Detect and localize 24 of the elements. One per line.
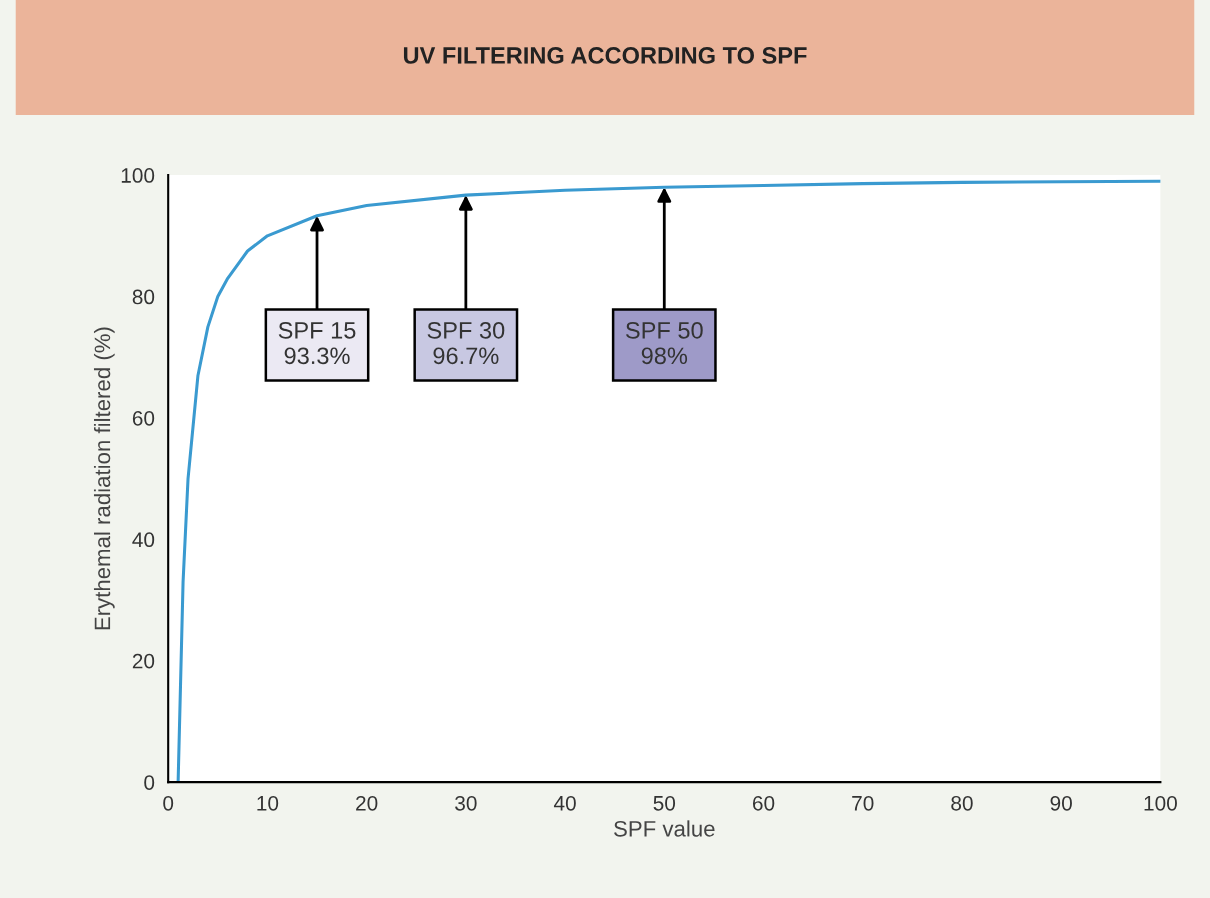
y-axis-title: Erythemal radiation filtered (%) xyxy=(93,327,115,630)
y-tick-label: 80 xyxy=(132,289,155,305)
chart-title: UV FILTERING ACCORDING TO SPF xyxy=(403,47,807,64)
x-tick-label: 50 xyxy=(653,795,676,811)
line-series xyxy=(176,179,1161,783)
y-tick-label: 60 xyxy=(132,410,155,426)
x-tick-label: 30 xyxy=(455,795,477,811)
x-axis-title: SPF value xyxy=(614,820,715,837)
y-tick-label: 0 xyxy=(144,775,155,790)
annotation: SPF 50 98% xyxy=(625,321,703,365)
x-tick-label: 20 xyxy=(356,795,378,811)
y-tick-label: 20 xyxy=(132,653,155,669)
x-tick-label: 100 xyxy=(1144,795,1177,811)
y-tick-label: 100 xyxy=(121,168,155,183)
annotation: SPF 30 96.7% xyxy=(427,321,505,365)
y-tick-label: 40 xyxy=(132,532,155,548)
x-tick-label: 90 xyxy=(1050,795,1072,811)
x-tick-label: 10 xyxy=(257,795,279,811)
x-tick-label: 60 xyxy=(752,795,775,811)
x-tick-label: 0 xyxy=(163,795,174,811)
x-tick-label: 70 xyxy=(852,795,874,811)
x-tick-label: 40 xyxy=(553,795,576,811)
annotation: SPF 15 93.3% xyxy=(278,321,356,365)
x-tick-label: 80 xyxy=(951,795,973,811)
